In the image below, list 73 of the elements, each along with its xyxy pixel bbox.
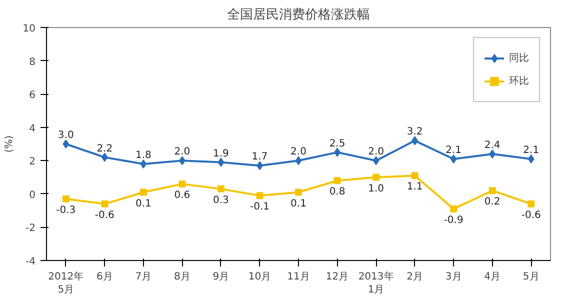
x-tick-label: 2012年 5月 <box>48 270 84 296</box>
y-tick-label: -2 <box>26 223 36 234</box>
point <box>178 180 186 188</box>
point <box>528 200 535 208</box>
data-label: 2.1 <box>523 144 540 156</box>
x-tick-label: 4月 <box>484 272 501 282</box>
point <box>528 154 534 164</box>
x-tick-label: 9月 <box>212 272 230 282</box>
data-label: -0.6 <box>94 210 114 221</box>
data-label: 3.2 <box>406 126 423 138</box>
y-tick-label: 8 <box>29 56 36 68</box>
y-tick-label: 10 <box>22 24 36 34</box>
point <box>295 188 302 196</box>
point <box>217 185 224 192</box>
data-label: 0.1 <box>135 198 152 210</box>
y-tick-label: 6 <box>29 90 36 102</box>
x-tick-label: 10月 <box>248 272 272 282</box>
x-tick-label: 2013年 1月 <box>358 270 394 296</box>
data-label: 0.2 <box>484 196 500 208</box>
data-label: 1.0 <box>368 183 384 194</box>
point <box>62 140 70 148</box>
data-label: -0.3 <box>56 204 76 216</box>
point <box>489 149 496 158</box>
point <box>334 177 341 184</box>
point <box>140 159 147 168</box>
y-tick-label: -4 <box>26 256 36 268</box>
data-label: 1.8 <box>135 150 152 161</box>
point <box>372 156 380 166</box>
x-tick-label: 7月 <box>135 272 152 282</box>
data-label: 1.7 <box>252 152 268 163</box>
y-tick-label: 4 <box>29 123 36 134</box>
x-tick-label: 6月 <box>96 272 113 282</box>
data-label: 2.0 <box>174 146 190 158</box>
legend-label: 同比 <box>509 52 529 65</box>
data-label: 1.1 <box>406 182 423 193</box>
x-tick-label: 8月 <box>174 272 190 282</box>
data-label: -0.6 <box>521 210 541 221</box>
y-axis-title: (%) <box>4 135 15 153</box>
data-label: 3.0 <box>58 130 74 141</box>
point <box>372 174 380 181</box>
point <box>101 200 108 208</box>
chart-title: 全国居民消费价格涨跌幅 <box>227 8 370 22</box>
data-label: 2.0 <box>368 146 384 158</box>
point <box>101 152 108 162</box>
data-label: 0.8 <box>329 186 346 198</box>
x-tick-label: 5月 <box>522 272 540 282</box>
data-label: 0.1 <box>290 198 306 210</box>
data-label: 0.3 <box>213 194 229 206</box>
point <box>450 205 458 212</box>
point <box>218 158 224 167</box>
point <box>256 192 264 200</box>
data-label: 0.6 <box>174 190 190 201</box>
point <box>488 187 496 194</box>
data-label: 2.2 <box>96 143 113 154</box>
data-label: 2.5 <box>329 138 346 150</box>
x-tick-label: 12月 <box>326 272 349 282</box>
x-tick-label: 3月 <box>445 272 462 282</box>
point <box>450 154 457 164</box>
data-label: 1.9 <box>213 148 229 160</box>
point <box>62 195 70 202</box>
point <box>411 172 418 180</box>
legend-label: 环比 <box>509 74 529 88</box>
x-tick-label: 2月 <box>406 272 423 282</box>
data-label: 2.1 <box>446 144 462 156</box>
x-tick-label: 11月 <box>287 272 310 282</box>
data-label: -0.9 <box>444 214 464 226</box>
data-label: 2.4 <box>484 140 500 151</box>
data-label: 2.0 <box>290 146 306 158</box>
y-tick-label: 0 <box>29 190 36 201</box>
point <box>295 156 302 166</box>
data-label: -0.1 <box>250 202 270 213</box>
point <box>140 188 147 196</box>
y-tick-label: 2 <box>29 156 36 168</box>
